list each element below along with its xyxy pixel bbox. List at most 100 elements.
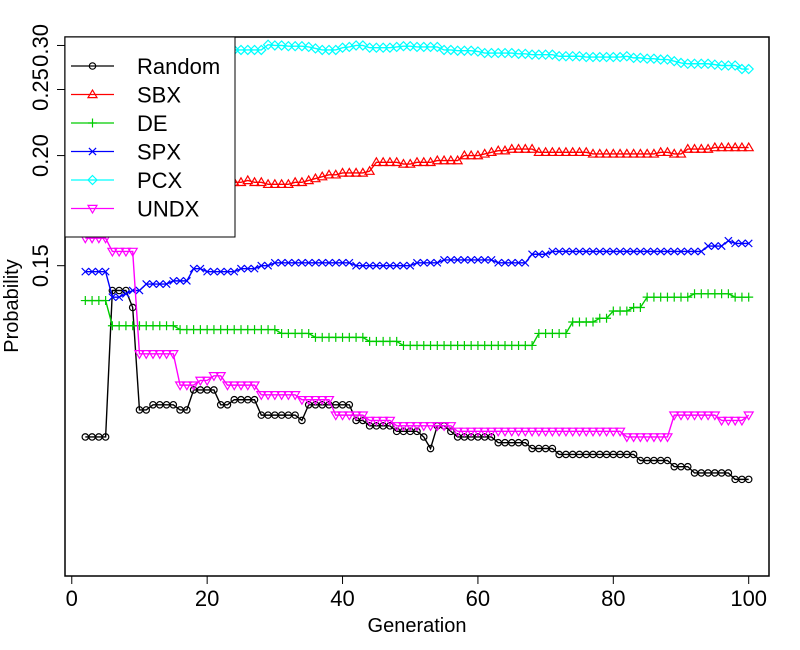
data-point-undx bbox=[208, 372, 220, 382]
data-point-spx bbox=[514, 258, 523, 267]
data-point-sbx bbox=[580, 146, 592, 157]
data-point-random bbox=[663, 456, 672, 465]
data-point-undx bbox=[675, 411, 687, 421]
legend-item-undx: UNDX bbox=[71, 197, 200, 222]
data-point-random bbox=[413, 427, 421, 436]
data-point-undx bbox=[533, 427, 545, 438]
data-point-undx bbox=[607, 427, 619, 438]
data-point-spx bbox=[385, 261, 394, 270]
data-point-spx bbox=[324, 258, 334, 267]
data-point-spx bbox=[176, 276, 185, 285]
data-point-undx bbox=[485, 427, 498, 438]
data-point-sbx bbox=[431, 154, 443, 165]
data-point-sbx bbox=[248, 176, 261, 187]
legend-label-sbx: SBX bbox=[137, 83, 181, 108]
data-point-undx bbox=[140, 350, 152, 360]
data-point-pcx bbox=[506, 47, 518, 59]
data-point-undx bbox=[736, 416, 748, 427]
data-point-sbx bbox=[600, 148, 613, 158]
data-point-spx bbox=[250, 264, 259, 273]
data-point-sbx bbox=[485, 146, 498, 157]
data-point-undx bbox=[357, 411, 369, 421]
data-point-undx bbox=[181, 381, 193, 391]
data-point-spx bbox=[507, 258, 516, 267]
data-point-undx bbox=[587, 427, 599, 438]
data-point-undx bbox=[391, 422, 403, 432]
data-point-pcx bbox=[675, 57, 687, 69]
data-point-pcx bbox=[255, 44, 267, 56]
x-tick-label: 40 bbox=[330, 586, 354, 611]
legend-item-random: Random bbox=[71, 54, 220, 79]
data-point-sbx bbox=[743, 141, 755, 152]
data-point-undx bbox=[519, 427, 531, 438]
data-point-undx bbox=[309, 395, 322, 406]
data-point-pcx bbox=[445, 44, 457, 56]
data-point-random bbox=[521, 438, 530, 447]
data-point-undx bbox=[377, 416, 389, 427]
data-point-undx bbox=[655, 433, 667, 443]
data-point-sbx bbox=[323, 169, 335, 179]
data-point-spx bbox=[446, 255, 455, 264]
data-point-spx bbox=[115, 293, 124, 302]
data-point-spx bbox=[135, 286, 144, 295]
data-point-undx bbox=[594, 427, 606, 438]
data-point-spx bbox=[534, 250, 543, 259]
data-point-undx bbox=[248, 381, 261, 391]
data-point-de bbox=[744, 292, 754, 302]
data-point-spx bbox=[311, 258, 320, 267]
data-point-sbx bbox=[655, 146, 667, 157]
data-point-spx bbox=[568, 247, 577, 256]
data-point-spx bbox=[636, 247, 645, 256]
data-point-spx bbox=[561, 247, 570, 256]
data-point-undx bbox=[350, 411, 362, 421]
data-point-spx bbox=[744, 239, 753, 248]
data-point-spx bbox=[521, 258, 530, 267]
x-tick-label: 0 bbox=[66, 586, 78, 611]
data-point-sbx bbox=[628, 148, 640, 158]
data-point-spx bbox=[737, 239, 746, 248]
data-point-spx bbox=[264, 261, 273, 270]
data-point-spx bbox=[690, 247, 699, 256]
y-tick-label: 0.30 bbox=[28, 24, 53, 67]
data-point-sbx bbox=[289, 176, 301, 187]
data-point-pcx bbox=[310, 43, 321, 54]
data-point-random bbox=[298, 416, 306, 425]
data-point-random bbox=[487, 433, 496, 441]
data-point-undx bbox=[553, 427, 565, 438]
data-point-random bbox=[386, 422, 394, 430]
data-point-undx bbox=[722, 416, 734, 427]
data-point-sbx bbox=[641, 148, 653, 158]
data-point-spx bbox=[257, 261, 266, 270]
data-point-sbx bbox=[452, 154, 464, 165]
data-point-pcx bbox=[668, 55, 680, 67]
x-tick-label: 100 bbox=[730, 586, 767, 611]
data-point-spx bbox=[162, 280, 171, 289]
data-point-spx bbox=[372, 261, 381, 270]
data-point-spx bbox=[169, 276, 178, 285]
data-point-undx bbox=[600, 427, 613, 438]
data-point-sbx bbox=[499, 145, 511, 155]
data-point-spx bbox=[528, 250, 537, 259]
data-point-sbx bbox=[343, 167, 355, 177]
data-point-random bbox=[223, 400, 232, 409]
data-point-undx bbox=[106, 247, 118, 258]
data-point-undx bbox=[364, 416, 376, 427]
data-point-sbx bbox=[722, 141, 734, 152]
data-point-pcx bbox=[702, 58, 714, 70]
data-point-spx bbox=[304, 258, 313, 267]
data-point-pcx bbox=[262, 39, 274, 51]
data-point-de bbox=[270, 325, 280, 335]
data-point-sbx bbox=[573, 146, 586, 157]
data-point-sbx bbox=[309, 172, 322, 183]
data-point-spx bbox=[88, 267, 97, 276]
data-point-random bbox=[548, 444, 557, 453]
data-point-random bbox=[629, 450, 638, 459]
data-point-sbx bbox=[648, 148, 660, 158]
data-point-de bbox=[683, 292, 693, 302]
data-point-sbx bbox=[702, 143, 714, 153]
data-point-pcx bbox=[635, 52, 646, 64]
data-point-pcx bbox=[472, 46, 484, 57]
data-point-spx bbox=[121, 289, 130, 298]
data-point-undx bbox=[336, 411, 349, 421]
data-point-pcx bbox=[574, 50, 585, 62]
